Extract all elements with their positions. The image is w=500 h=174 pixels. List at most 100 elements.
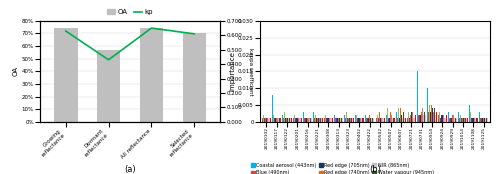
Bar — [267, 118, 268, 122]
Bar — [365, 115, 366, 122]
Bar — [466, 118, 467, 122]
Bar — [394, 118, 395, 122]
Bar — [263, 115, 264, 122]
Bar — [316, 118, 317, 122]
Bar — [435, 115, 436, 122]
Bar — [304, 115, 306, 122]
Bar — [270, 118, 271, 122]
Bar — [444, 118, 446, 122]
Bar — [486, 118, 487, 122]
Bar — [430, 112, 431, 122]
Bar — [377, 115, 378, 122]
kp — [106, 59, 112, 61]
Bar — [424, 115, 426, 122]
Bar — [320, 118, 321, 122]
Bar — [342, 118, 344, 122]
Bar — [412, 112, 413, 122]
Bar — [366, 112, 368, 122]
Bar — [292, 115, 294, 122]
Bar — [476, 118, 478, 122]
Bar — [97, 50, 120, 122]
Bar — [456, 118, 458, 122]
Y-axis label: Importance: Importance — [229, 51, 235, 91]
Bar — [420, 115, 421, 122]
Bar — [318, 118, 319, 122]
Bar — [474, 118, 475, 122]
Bar — [329, 118, 330, 122]
Bar — [336, 118, 337, 122]
Bar — [442, 115, 443, 122]
Bar — [454, 118, 455, 122]
Bar — [389, 118, 390, 122]
Text: (b): (b) — [369, 165, 381, 174]
Bar — [386, 118, 388, 122]
Bar — [301, 118, 302, 122]
Bar — [388, 118, 389, 122]
Bar — [296, 118, 298, 122]
Bar — [345, 118, 346, 122]
Bar — [341, 118, 342, 122]
Bar — [352, 118, 353, 122]
Bar — [262, 118, 263, 122]
Bar — [449, 118, 450, 122]
Bar — [311, 118, 312, 122]
Bar — [422, 108, 423, 122]
Bar — [402, 118, 403, 122]
Bar — [413, 118, 414, 122]
Bar — [429, 105, 430, 122]
Bar — [448, 112, 449, 122]
Bar — [483, 118, 484, 122]
Bar — [327, 118, 328, 122]
Bar — [487, 118, 488, 122]
Bar — [357, 118, 358, 122]
Bar — [450, 118, 451, 122]
Bar — [443, 115, 444, 122]
Bar — [439, 112, 440, 122]
Bar — [362, 118, 364, 122]
Bar — [405, 118, 406, 122]
Bar — [353, 118, 354, 122]
Bar — [272, 118, 274, 122]
Bar — [378, 118, 380, 122]
Bar — [284, 118, 286, 122]
Bar — [390, 118, 392, 122]
Bar — [400, 108, 401, 122]
Bar — [280, 118, 281, 122]
Bar — [438, 115, 439, 122]
Bar — [382, 118, 384, 122]
Bar — [303, 112, 304, 122]
Bar — [475, 118, 476, 122]
Bar — [182, 34, 206, 122]
Bar — [373, 118, 374, 122]
Bar — [295, 118, 296, 122]
Bar — [406, 88, 408, 122]
Bar — [484, 118, 486, 122]
Bar — [340, 118, 341, 122]
Bar — [324, 118, 326, 122]
kp — [192, 33, 198, 35]
Bar — [459, 118, 460, 122]
Bar — [300, 118, 301, 122]
Bar — [335, 118, 336, 122]
Bar — [321, 118, 322, 122]
Bar — [347, 118, 348, 122]
Bar — [423, 115, 424, 122]
Bar — [308, 118, 309, 122]
Bar — [334, 115, 335, 122]
Bar — [381, 118, 382, 122]
Bar — [372, 118, 373, 122]
Bar — [464, 118, 466, 122]
kp — [148, 27, 154, 29]
Bar — [294, 115, 295, 122]
Bar — [384, 118, 385, 122]
Bar — [276, 118, 278, 122]
Y-axis label: OA: OA — [13, 66, 19, 76]
Bar — [291, 118, 292, 122]
Bar — [397, 118, 398, 122]
Bar — [355, 115, 356, 122]
Bar — [346, 112, 347, 122]
Bar — [421, 112, 422, 122]
Bar — [403, 112, 404, 122]
Bar — [338, 118, 340, 122]
Bar — [455, 118, 456, 122]
